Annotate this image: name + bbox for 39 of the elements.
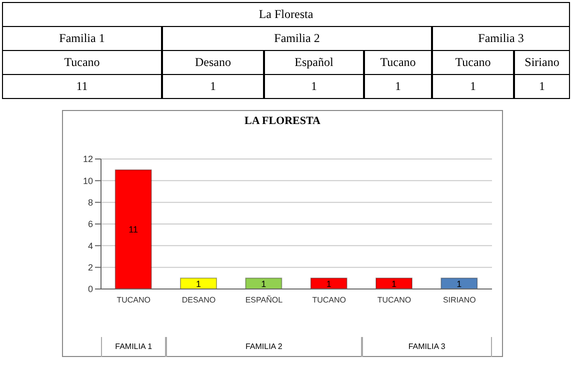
x-tick-label: ESPAÑOL [245,294,284,305]
x-tick-label: TUCANO [377,296,412,305]
data-label: 1 [196,278,202,289]
y-tick-label: 12 [82,154,93,164]
text: Tucano [364,50,432,75]
text: 1 [162,74,264,99]
text: FAMILIA 3 [362,337,492,357]
y-tick-label: 2 [88,262,93,273]
y-tick-label: 10 [82,176,93,186]
x-tick-label: TUCANO [116,296,150,305]
y-tick-label: 4 [88,240,93,251]
text: Tucano [432,50,514,75]
x-tick-label: SIRIANO [442,296,476,305]
data-label: 11 [128,224,138,235]
text: FAMILIA 2 [166,337,362,357]
text: La Floresta [2,2,570,27]
data-label: 1 [391,278,397,289]
text: 1 [514,74,570,99]
y-tick-label: 8 [88,198,93,208]
y-tick-label: 0 [88,284,93,294]
x-tick-label: DESANO [182,296,216,305]
text: Familia 3 [432,26,570,51]
text: Familia 1 [2,26,162,51]
text: Tucano [2,50,162,75]
text: Español [264,50,364,75]
data-label: 1 [456,278,462,289]
data-label: 1 [261,278,266,289]
text: 11 [2,74,162,99]
text: Desano [162,50,264,75]
text: FAMILIA 1 [101,337,166,357]
text: 1 [264,74,364,99]
x-tick-label: TUCANO [312,296,346,305]
chart-title: LA FLORESTA [244,115,322,127]
text: Siriano [514,50,570,75]
text: 1 [432,74,514,99]
text: 1 [364,74,432,99]
data-label: 1 [326,278,332,289]
text: Familia 2 [162,26,432,51]
y-tick-label: 6 [88,219,93,230]
